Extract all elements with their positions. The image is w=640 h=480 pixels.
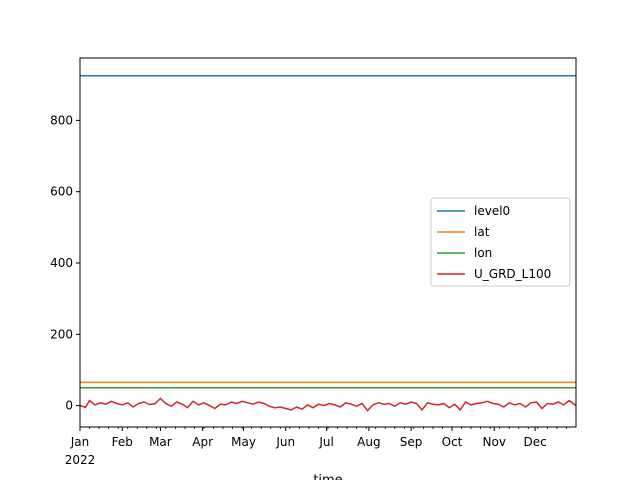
x-tick-label: Oct [442,435,463,449]
x-tick-label: Nov [483,435,506,449]
legend-label-lat: lat [474,225,490,239]
x-tick-label: May [231,435,256,449]
x-tick-label: Sep [400,435,423,449]
x-tick-label: Dec [524,435,547,449]
x-axis: Jan 2022 Feb Mar Apr May Jun Jul Aug Sep Oct Nov Dec [65,427,567,467]
x-tick-label: Apr [192,435,213,449]
y-tick-label: 0 [65,399,73,413]
x-tick-label: Feb [112,435,133,449]
legend-label-level0: level0 [474,204,510,218]
series-lines [79,75,577,412]
legend-label-lon: lon [474,246,492,260]
y-axis: 0 200 400 600 800 [50,113,80,413]
x-tick-label: Mar [149,435,172,449]
legend: level0 lat lon U_GRD_L100 [430,197,571,287]
x-tick-year-label: 2022 [65,453,96,467]
y-tick-label: 600 [50,185,73,199]
x-tick-label: Jan [70,435,90,449]
y-tick-label: 800 [50,113,73,127]
x-axis-title: time [313,473,342,480]
series-line-u-grd-l100 [79,397,577,412]
y-tick-label: 200 [50,327,73,341]
legend-label-u-grd-l100: U_GRD_L100 [474,267,551,281]
x-tick-label: Aug [357,435,380,449]
legend-box [430,197,571,287]
x-tick-label: Jun [275,435,295,449]
x-tick-label: Jul [318,435,333,449]
y-tick-label: 400 [50,256,73,270]
